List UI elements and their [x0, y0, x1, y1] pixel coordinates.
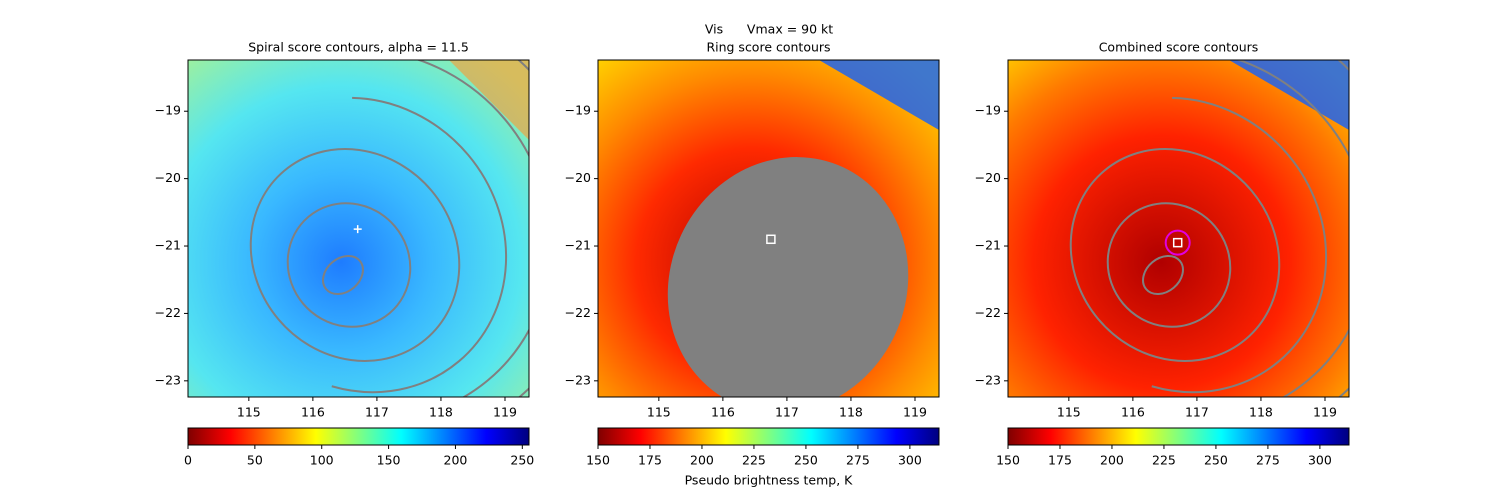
colorbar-tick-label: 175: [638, 453, 662, 468]
contour: [214, 96, 508, 394]
colorbar-tick-label: 275: [846, 453, 870, 468]
colorbar-tick-label: 250: [794, 453, 818, 468]
colorbar-tick-label: 275: [1256, 453, 1280, 468]
colorbar-tick-label: 150: [377, 453, 401, 468]
x-tick-label: 119: [493, 405, 517, 420]
cold-corner: [449, 60, 529, 140]
cold-corner: [819, 60, 939, 130]
x-tick-label: 117: [775, 405, 799, 420]
axes-title: Combined score contours: [1099, 40, 1259, 55]
x-tick-label: 118: [1249, 405, 1273, 420]
colorbar-tick-label: 150: [586, 453, 610, 468]
y-tick-label: −21: [155, 238, 181, 253]
y-tick-label: −21: [565, 238, 591, 253]
colorbar-tick-label: 0: [184, 453, 192, 468]
axes-frame: [1007, 59, 1350, 398]
colorbar-tick-label: 100: [310, 453, 334, 468]
colorbar-tick-label: 50: [247, 453, 263, 468]
colorbar-tick-label: 200: [1100, 453, 1124, 468]
x-tick-label: 119: [903, 405, 927, 420]
colorbar-tick-label: 175: [1048, 453, 1072, 468]
colorbar: [1007, 427, 1350, 446]
contour: [1008, 60, 1349, 397]
plot-area: [598, 60, 939, 397]
y-tick-label: −22: [565, 305, 591, 320]
y-tick-label: −20: [565, 170, 591, 185]
y-tick-label: −19: [975, 103, 1001, 118]
x-tick-label: 116: [1121, 405, 1145, 420]
x-tick-label: 115: [1057, 405, 1081, 420]
colorbar-tick-label: 200: [690, 453, 714, 468]
colorbar-tick-label: 225: [742, 453, 766, 468]
center-circle: [1164, 229, 1191, 256]
center-marker: [1172, 237, 1183, 248]
suptitle: Vis Vmax = 90 kt: [705, 22, 833, 37]
contour: [1069, 148, 1281, 362]
center-marker: [353, 225, 362, 234]
center-marker: [766, 234, 776, 245]
x-tick-label: 115: [647, 405, 671, 420]
contour: [188, 60, 529, 397]
y-tick-label: −21: [975, 238, 1001, 253]
colorbar-tick-label: 300: [1308, 453, 1332, 468]
colorbar: [187, 427, 530, 446]
contour: [1034, 96, 1328, 394]
y-tick-label: −23: [565, 372, 591, 387]
plot-area: [1008, 60, 1349, 397]
image: [1008, 60, 1349, 397]
x-tick-label: 117: [365, 405, 389, 420]
y-tick-label: −23: [975, 372, 1001, 387]
contour: [286, 202, 412, 328]
y-tick-label: −22: [975, 305, 1001, 320]
ring-score-area: [667, 157, 909, 397]
contour: [1142, 254, 1184, 296]
colorbar-tick-label: 300: [898, 453, 922, 468]
y-tick-label: −19: [155, 103, 181, 118]
axes-title: Spiral score contours, alpha = 11.5: [248, 40, 469, 55]
axes-frame: [187, 59, 530, 398]
y-tick-label: −23: [155, 372, 181, 387]
y-tick-label: −20: [975, 170, 1001, 185]
colorbar: [597, 427, 940, 446]
colorbar-label: Pseudo brightness temp, K: [685, 473, 854, 488]
colorbar-tick-label: 200: [444, 453, 468, 468]
colorbar-tick-label: 250: [510, 453, 534, 468]
y-tick-label: −22: [155, 305, 181, 320]
colorbar-tick-label: 250: [1204, 453, 1228, 468]
y-tick-label: −20: [155, 170, 181, 185]
x-tick-label: 115: [237, 405, 261, 420]
x-tick-label: 118: [839, 405, 863, 420]
x-tick-label: 116: [711, 405, 735, 420]
contour: [249, 148, 461, 362]
x-tick-label: 119: [1313, 405, 1337, 420]
x-tick-label: 116: [301, 405, 325, 420]
axes-title: Ring score contours: [706, 40, 830, 55]
colorbar-tick-label: 150: [996, 453, 1020, 468]
colorbar-tick-label: 225: [1152, 453, 1176, 468]
contour: [1106, 202, 1232, 328]
x-tick-label: 117: [1185, 405, 1209, 420]
contour: [322, 254, 364, 296]
x-tick-label: 118: [429, 405, 453, 420]
axes-frame: [597, 59, 940, 398]
y-tick-label: −19: [565, 103, 591, 118]
